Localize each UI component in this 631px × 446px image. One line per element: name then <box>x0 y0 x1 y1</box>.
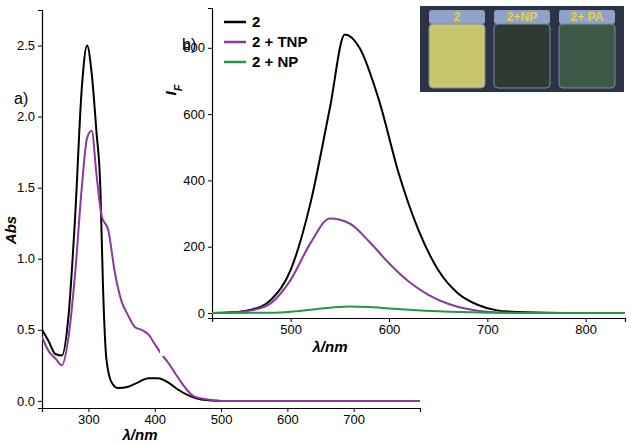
tick-label: 800 <box>575 322 597 337</box>
tick: 600 <box>379 318 401 337</box>
axis-line <box>213 319 626 323</box>
tick: 400 <box>183 173 212 188</box>
tick-label: 700 <box>477 322 499 337</box>
panel-1: 500 600 700 800 0 200 400 600 800 b) λ/nm IF 2 2 + TN… <box>160 0 631 356</box>
vial-cap <box>494 10 550 24</box>
tick: 0.5 <box>17 322 42 337</box>
tick-label: 600 <box>379 322 401 337</box>
panel-label: a) <box>14 90 28 107</box>
tick: 400 <box>144 408 166 427</box>
legend-swatch <box>224 61 246 64</box>
tick-mark <box>38 117 42 118</box>
tick-label: 1.5 <box>17 180 35 195</box>
y-axis-title: IF <box>162 84 184 95</box>
legend-label: 2 + NP <box>252 53 298 70</box>
series-line <box>212 219 625 313</box>
tick-label: 400 <box>144 412 166 427</box>
x-axis: 300 400 500 600 700 <box>43 408 421 427</box>
tick-mark <box>208 313 212 314</box>
tick-mark <box>208 114 212 115</box>
tick-mark <box>38 46 42 47</box>
vial-cap <box>429 10 485 24</box>
tick-label: 200 <box>183 239 205 254</box>
x-axis-title: λ/nm <box>311 338 347 355</box>
tick-label: 700 <box>343 412 365 427</box>
tick: 200 <box>183 239 212 254</box>
tick-label: 0.5 <box>17 322 35 337</box>
tick-mark <box>208 247 212 248</box>
tick-label: 400 <box>183 173 205 188</box>
x-axis: 500 600 700 800 <box>213 318 626 337</box>
legend-label: 2 + TNP <box>252 33 307 50</box>
tick: 1.5 <box>17 180 42 195</box>
y-axis-title: Abs <box>2 216 19 245</box>
series-line <box>212 306 625 313</box>
tick: 700 <box>343 408 365 427</box>
tick-label: 600 <box>277 412 299 427</box>
vial-label: 2+ PA <box>571 10 604 24</box>
tick: 2.5 <box>17 38 42 53</box>
tick-label: 1.0 <box>17 251 35 266</box>
tick-label: 2.0 <box>17 109 35 124</box>
x-axis-title: λ/nm <box>121 426 157 443</box>
tick: 500 <box>211 408 233 427</box>
legend-label: 2 <box>252 13 260 30</box>
y-axis: 0200400600800 <box>183 9 212 321</box>
vial-label: 2 <box>454 10 461 24</box>
axis-line <box>208 9 213 319</box>
photo-background <box>420 6 624 92</box>
panel-label: b) <box>182 36 196 53</box>
vial <box>559 24 615 88</box>
tick: 0.0 <box>17 394 42 409</box>
tick-mark <box>38 330 42 331</box>
inset-photo: 2 2+NP 2+ PA <box>420 6 624 92</box>
tick: 0 <box>198 306 212 321</box>
tick: 300 <box>78 408 100 427</box>
legend: 2 2 + TNP 2 + NP <box>224 13 307 70</box>
vial <box>429 24 485 88</box>
tick: 700 <box>477 318 499 337</box>
tick-mark <box>208 48 212 49</box>
axis-line <box>38 11 43 409</box>
tick-label: 0 <box>198 306 205 321</box>
tick: 1.0 <box>17 251 42 266</box>
panel-background <box>160 0 631 356</box>
figure: 300 400 500 600 700 0.0 0.5 1.0 1.5 2.0 2.5 a) λ/nm A… <box>0 0 631 446</box>
y-axis: 0.0 0.5 1.0 1.5 2.0 2.5 <box>17 11 43 409</box>
tick-label: 0.0 <box>17 394 35 409</box>
vial-cap <box>559 10 615 24</box>
tick: 800 <box>575 318 597 337</box>
tick-label: 600 <box>183 107 205 122</box>
tick-label: 500 <box>280 322 302 337</box>
tick-label: 2.5 <box>17 38 35 53</box>
legend-swatch <box>224 21 246 24</box>
tick-mark <box>208 180 212 181</box>
tick-mark <box>38 188 42 189</box>
vial-label: 2+NP <box>507 10 537 24</box>
tick-mark <box>38 401 42 402</box>
tick-label: 500 <box>211 412 233 427</box>
tick: 600 <box>183 107 212 122</box>
y-axis-title-subscript: F <box>172 84 184 91</box>
tick: 500 <box>280 318 302 337</box>
tick-mark <box>38 259 42 260</box>
vial <box>494 24 550 88</box>
tick: 600 <box>277 408 299 427</box>
legend-swatch <box>224 41 246 44</box>
tick-label: 300 <box>78 412 100 427</box>
tick: 2.0 <box>17 109 42 124</box>
